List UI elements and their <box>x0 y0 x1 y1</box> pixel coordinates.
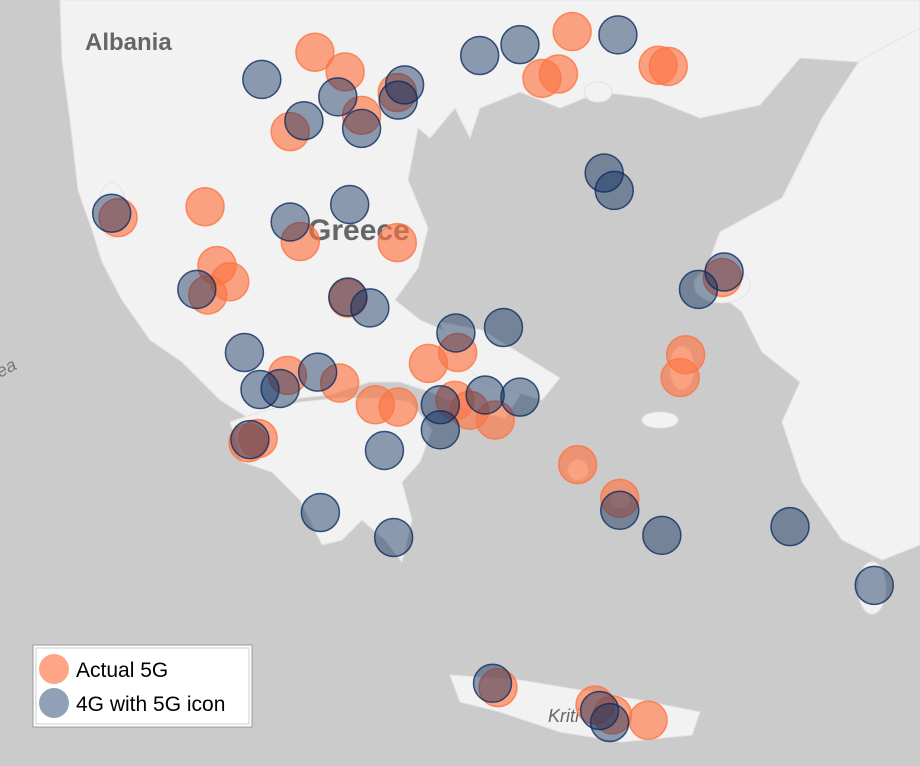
point <box>500 24 540 65</box>
land <box>59 0 920 743</box>
point <box>472 663 513 704</box>
point <box>188 275 228 315</box>
legend-label[interactable]: Actual 5G <box>76 659 168 682</box>
legend-inner <box>35 647 250 725</box>
point <box>98 197 138 238</box>
point <box>270 202 310 242</box>
point <box>364 430 405 471</box>
point <box>270 111 310 152</box>
point <box>478 667 518 708</box>
point <box>177 269 217 310</box>
point <box>185 186 225 227</box>
point <box>483 307 524 348</box>
point <box>475 400 515 440</box>
point <box>642 515 682 556</box>
point <box>465 375 505 415</box>
point <box>318 77 358 117</box>
point <box>552 11 592 52</box>
points <box>91 11 894 743</box>
legend-box <box>32 644 253 728</box>
point <box>240 369 280 410</box>
point <box>373 517 414 558</box>
point <box>648 46 689 87</box>
legend-swatch <box>39 654 69 684</box>
point <box>91 193 132 234</box>
legend: Actual 5G 4G with 5G icon <box>32 644 253 728</box>
point <box>594 170 634 211</box>
point <box>436 313 476 353</box>
point <box>242 59 282 100</box>
point <box>325 52 365 92</box>
point <box>378 387 418 427</box>
point <box>378 80 418 120</box>
point <box>660 357 700 398</box>
point <box>329 184 370 225</box>
legend-swatch <box>39 688 69 718</box>
point <box>384 65 425 105</box>
point <box>420 410 461 450</box>
point <box>300 492 341 533</box>
point <box>280 221 321 262</box>
point <box>598 15 638 55</box>
place-label: Kriti <box>548 706 580 726</box>
point <box>500 377 540 417</box>
place-label: Albania <box>85 29 172 56</box>
point <box>770 506 810 547</box>
legend-label[interactable]: 4G with 5G icon <box>76 693 225 716</box>
point <box>260 368 300 409</box>
point <box>350 288 390 328</box>
point <box>538 54 579 94</box>
point <box>319 363 360 403</box>
point <box>599 478 640 519</box>
point <box>295 32 335 72</box>
point <box>628 700 668 741</box>
point <box>228 423 268 463</box>
point <box>557 444 598 485</box>
point <box>341 108 382 149</box>
point <box>589 702 630 743</box>
point <box>854 565 894 606</box>
point <box>284 101 324 141</box>
point <box>230 419 270 460</box>
point <box>420 385 461 425</box>
point <box>377 222 418 263</box>
point <box>704 252 744 292</box>
point <box>328 277 368 317</box>
point <box>599 490 640 531</box>
point <box>224 332 265 373</box>
point <box>459 35 500 76</box>
point <box>297 352 338 392</box>
